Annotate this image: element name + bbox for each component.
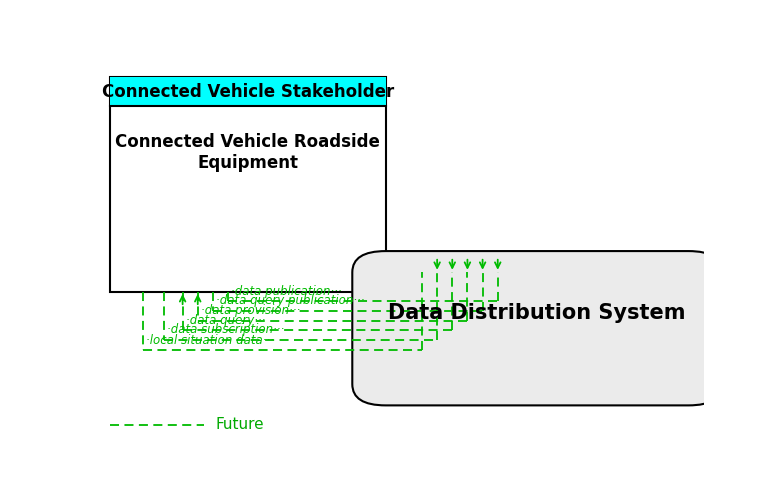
Text: ·local situation data···: ·local situation data··· bbox=[146, 334, 274, 347]
FancyBboxPatch shape bbox=[109, 78, 386, 292]
Text: Connected Vehicle Roadside
Equipment: Connected Vehicle Roadside Equipment bbox=[115, 133, 380, 172]
Text: ·data publication···: ·data publication··· bbox=[231, 285, 342, 298]
Text: Connected Vehicle Stakeholder: Connected Vehicle Stakeholder bbox=[102, 83, 394, 101]
Text: ·data query publication···: ·data query publication··· bbox=[216, 295, 364, 308]
Text: Future: Future bbox=[216, 417, 264, 432]
Text: ·data provision···: ·data provision··· bbox=[201, 304, 300, 317]
FancyBboxPatch shape bbox=[353, 251, 722, 405]
Text: ·data subscription···: ·data subscription··· bbox=[167, 323, 285, 336]
Text: ·data query···: ·data query··· bbox=[185, 314, 265, 327]
FancyBboxPatch shape bbox=[109, 78, 386, 106]
Text: Data Distribution System: Data Distribution System bbox=[389, 303, 686, 323]
